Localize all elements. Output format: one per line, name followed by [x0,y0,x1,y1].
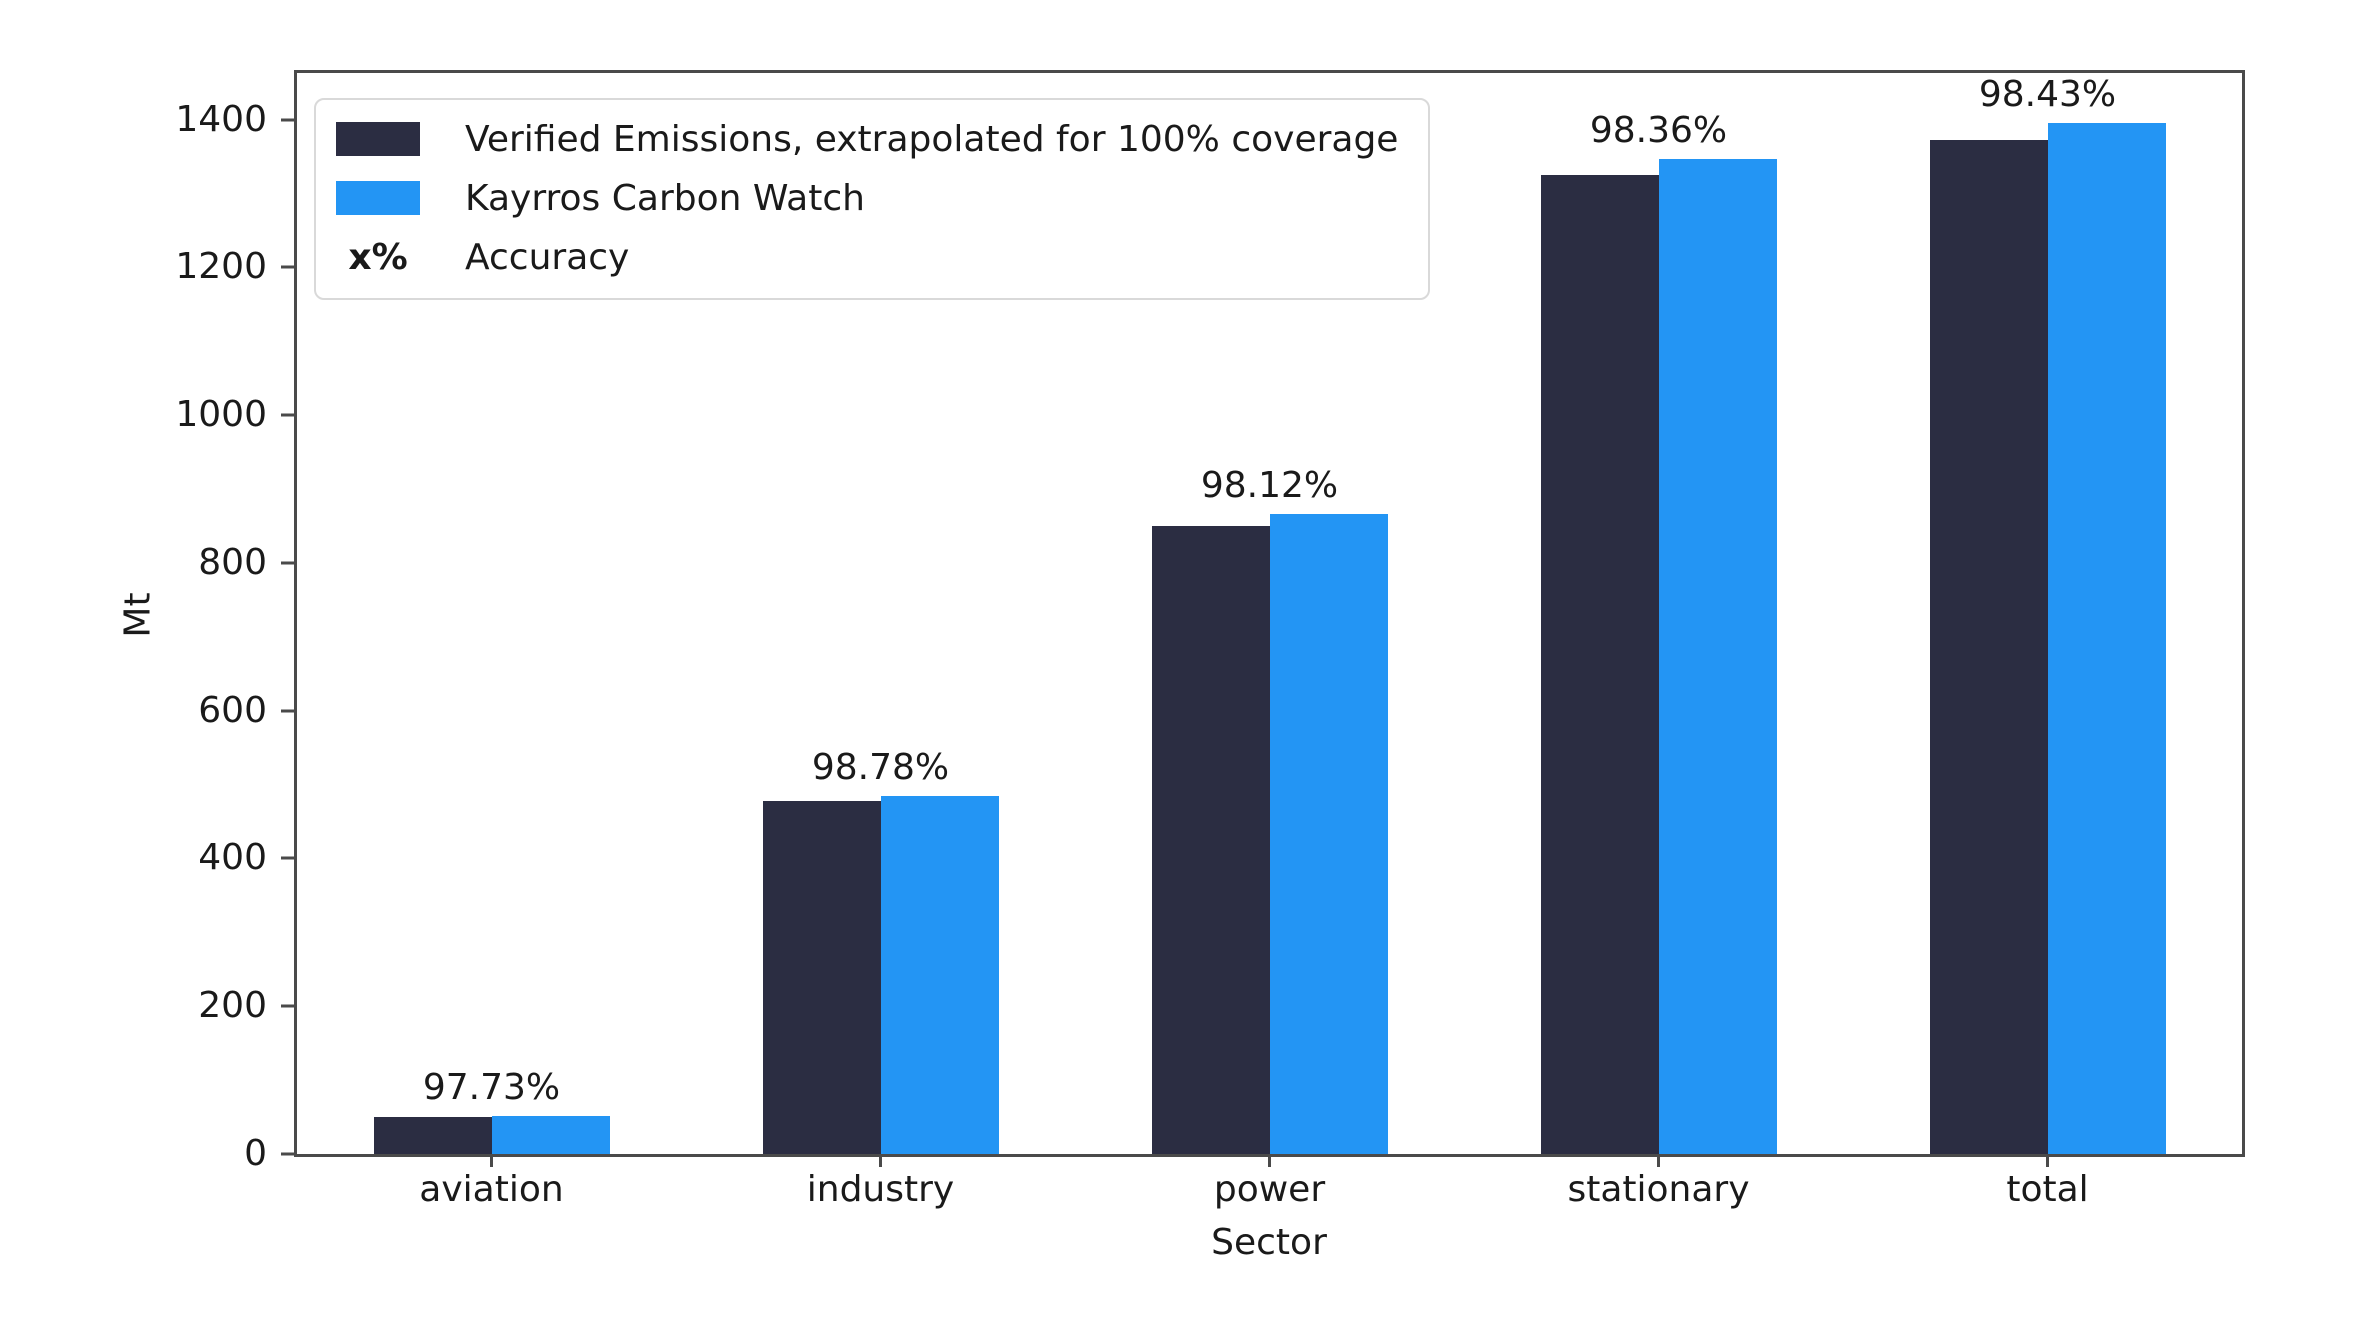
y-tick-label: 1000 [175,394,267,436]
legend-label-accuracy: Accuracy [465,236,630,278]
x-tick-mark [1268,1154,1271,1167]
legend-label-verified: Verified Emissions, extrapolated for 100… [465,118,1399,160]
y-tick-label: 400 [198,837,267,879]
y-tick-mark [281,413,297,417]
y-tick-mark [281,709,297,713]
bar-group-industry: 98.78% industry [686,73,1075,1208]
category-label-aviation: aviation [419,1169,564,1210]
x-tick-mark [1657,1154,1660,1167]
bar-pair [1929,123,2166,1154]
y-tick-mark [281,856,297,860]
bar-verified-aviation [373,1117,492,1154]
bar-group-aviation: 97.73% aviation [297,73,686,1208]
accuracy-label-industry: 98.78% [811,747,950,789]
accuracy-label-aviation: 97.73% [422,1067,561,1109]
accuracy-label-stationary: 98.36% [1589,109,1728,151]
bar-group-power: 98.12% power [1075,73,1464,1208]
bar-pair [762,796,999,1154]
category-label-total: total [2006,1169,2089,1210]
y-tick-label: 1400 [175,98,267,140]
category-label-industry: industry [806,1169,955,1210]
x-tick-mark [879,1154,882,1167]
y-tick-label: 0 [244,1133,267,1174]
bar-kayrros-industry [880,796,999,1154]
y-tick-label: 800 [198,541,267,583]
y-tick-mark [281,561,297,565]
legend-item-accuracy: x% Accuracy [336,234,1398,280]
category-label-power: power [1213,1169,1326,1210]
x-tick-mark [490,1154,493,1167]
y-tick-label: 1200 [175,246,267,288]
accuracy-label-total: 98.43% [1978,74,2117,116]
bar-pair [373,1116,610,1154]
bar-verified-total [1929,139,2048,1154]
x-axis-label: Sector [1211,1222,1327,1263]
bar-pair [1151,514,1388,1154]
bar-verified-industry [762,800,881,1154]
bar-verified-power [1151,525,1270,1154]
y-tick-mark [281,118,297,122]
accuracy-label-power: 98.12% [1200,465,1339,507]
bar-verified-stationary [1540,174,1659,1154]
plot-area: Verified Emissions, extrapolated for 100… [175,70,2245,1208]
legend-swatch-kayrros [336,181,420,215]
y-axis-label: Mt [117,592,159,638]
y-tick-mark [281,1152,297,1156]
category-label-stationary: stationary [1567,1169,1750,1210]
y-tick-label: 200 [198,985,267,1027]
legend: Verified Emissions, extrapolated for 100… [314,98,1431,300]
bar-kayrros-stationary [1658,158,1777,1154]
legend-label-kayrros: Kayrros Carbon Watch [465,177,865,219]
bar-group-total: 98.43% total [1853,73,2242,1208]
bar-kayrros-power [1269,514,1388,1154]
legend-swatch-verified [336,122,420,156]
legend-item-verified: Verified Emissions, extrapolated for 100… [336,116,1398,162]
bar-kayrros-aviation [491,1116,610,1154]
bar-group-stationary: 98.36% stationary [1464,73,1853,1208]
bar-kayrros-total [2047,123,2166,1154]
bar-pair [1540,158,1777,1154]
y-tick-mark [281,1004,297,1008]
legend-item-kayrros: Kayrros Carbon Watch [336,175,1398,221]
y-tick-label: 600 [198,689,267,731]
x-tick-mark [2046,1154,2049,1167]
accuracy-symbol: x% [348,236,408,278]
y-tick-mark [281,265,297,269]
